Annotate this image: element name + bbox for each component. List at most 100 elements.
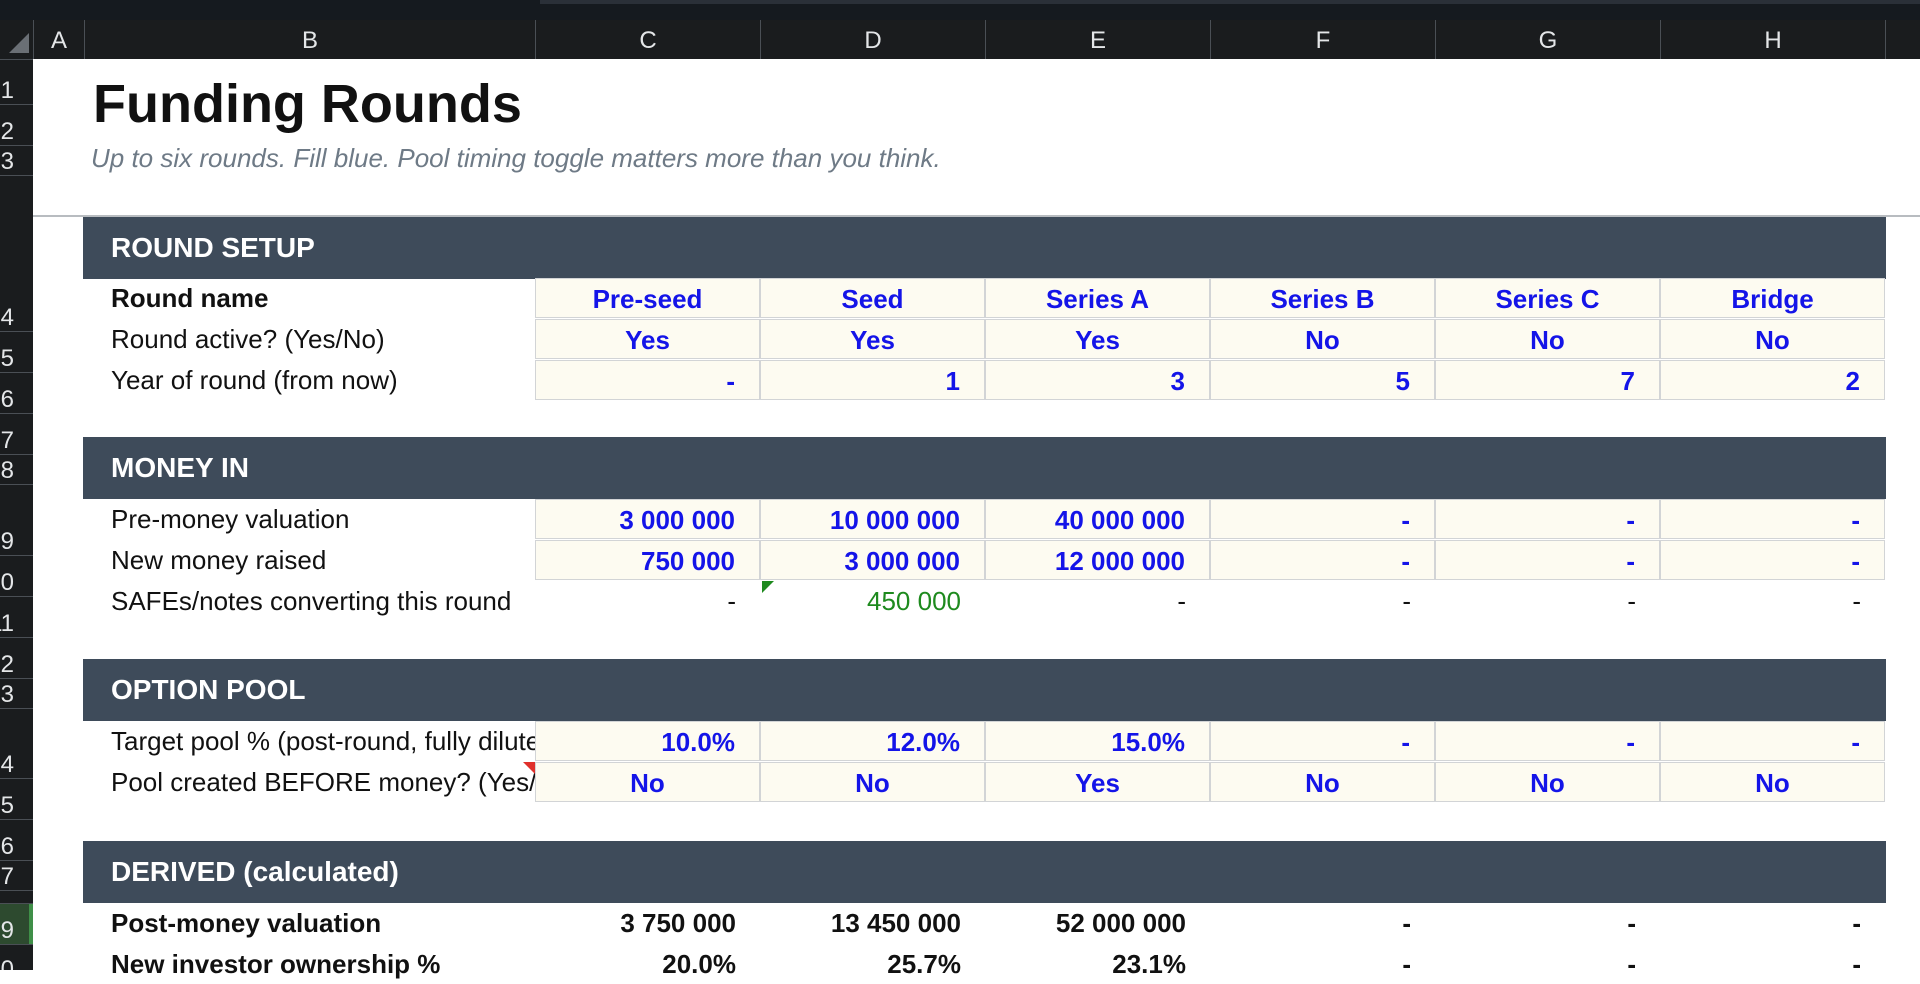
cell-target-pool-3[interactable]: 15.0%: [985, 721, 1210, 761]
row-header[interactable]: 7: [0, 413, 33, 454]
cell-pool-before-1[interactable]: No: [535, 762, 760, 802]
row-header-bar: 1 2 3 4 5 6 7 8 9 10 11 12 13 14 15 16 1…: [0, 59, 33, 970]
cell-round-active-5[interactable]: No: [1435, 319, 1660, 359]
cell-pre-money-6[interactable]: -: [1660, 499, 1885, 539]
cell-round-name-2[interactable]: Seed: [760, 278, 985, 318]
label-safes: SAFEs/notes converting this round: [111, 586, 512, 616]
column-header-e[interactable]: E: [985, 20, 1210, 59]
row-header-selected[interactable]: 19: [0, 903, 33, 944]
cell-target-pool-1[interactable]: 10.0%: [535, 721, 760, 761]
cell-year-1[interactable]: -: [535, 360, 760, 400]
label-target-pool: Target pool % (post-round, fully diluted…: [111, 726, 535, 756]
row-header[interactable]: 16: [0, 819, 33, 860]
row-header[interactable]: 6: [0, 372, 33, 413]
cell-target-pool-5[interactable]: -: [1435, 721, 1660, 761]
column-header-b[interactable]: B: [84, 20, 535, 59]
cell-post-money-6[interactable]: -: [1852, 908, 1861, 938]
select-all-icon[interactable]: [0, 20, 33, 59]
cell-pre-money-2[interactable]: 10 000 000: [760, 499, 985, 539]
row-header[interactable]: 10: [0, 555, 33, 596]
cell-pre-money-1[interactable]: 3 000 000: [535, 499, 760, 539]
cell-safes-3[interactable]: -: [1177, 586, 1186, 616]
cell-round-active-1[interactable]: Yes: [535, 319, 760, 359]
cell-safes-6[interactable]: -: [1852, 586, 1861, 616]
cell-round-name-4[interactable]: Series B: [1210, 278, 1435, 318]
cell-pool-before-6[interactable]: No: [1660, 762, 1885, 802]
cell-new-money-2[interactable]: 3 000 000: [760, 540, 985, 580]
row-header[interactable]: 3: [0, 145, 33, 175]
cell-post-money-4[interactable]: -: [1402, 908, 1411, 938]
cell-new-investor-3[interactable]: 23.1%: [1112, 949, 1186, 979]
cell-year-5[interactable]: 7: [1435, 360, 1660, 400]
cell-target-pool-6[interactable]: -: [1660, 721, 1885, 761]
section-header-round-setup: ROUND SETUP: [83, 217, 1886, 279]
row-header[interactable]: 4: [0, 175, 33, 331]
cell-new-investor-1[interactable]: 20.0%: [662, 949, 736, 979]
cell-target-pool-2[interactable]: 12.0%: [760, 721, 985, 761]
cell-round-active-6[interactable]: No: [1660, 319, 1885, 359]
column-header-f[interactable]: F: [1210, 20, 1435, 59]
cell-year-3[interactable]: 3: [985, 360, 1210, 400]
column-header-g[interactable]: G: [1435, 20, 1660, 59]
row-header[interactable]: 8: [0, 454, 33, 484]
cell-pool-before-3[interactable]: Yes: [985, 762, 1210, 802]
cell-target-pool-4[interactable]: -: [1210, 721, 1435, 761]
cell-pre-money-3[interactable]: 40 000 000: [985, 499, 1210, 539]
cell-year-6[interactable]: 2: [1660, 360, 1885, 400]
section-header-derived: DERIVED (calculated): [83, 841, 1886, 903]
label-pool-before-money: Pool created BEFORE money? (Yes/No): [111, 767, 535, 797]
row-header[interactable]: 17: [0, 860, 33, 890]
cell-post-money-5[interactable]: -: [1627, 908, 1636, 938]
cell-round-name-3[interactable]: Series A: [985, 278, 1210, 318]
column-header-h[interactable]: H: [1660, 20, 1885, 59]
cell-safes-4[interactable]: -: [1402, 586, 1411, 616]
cell-new-money-4[interactable]: -: [1210, 540, 1435, 580]
horizontal-scrollbar[interactable]: [540, 0, 1920, 4]
row-header[interactable]: 14: [0, 708, 33, 778]
cell-year-4[interactable]: 5: [1210, 360, 1435, 400]
comment-indicator-icon[interactable]: [523, 762, 535, 774]
row-header[interactable]: 5: [0, 331, 33, 372]
row-header[interactable]: 1: [0, 59, 33, 104]
cell-safes-5[interactable]: -: [1627, 586, 1636, 616]
column-header-a[interactable]: A: [33, 20, 84, 59]
row-header[interactable]: 20: [0, 944, 33, 970]
cell-year-2[interactable]: 1: [760, 360, 985, 400]
cell-new-investor-5[interactable]: -: [1627, 949, 1636, 979]
row-header[interactable]: 15: [0, 778, 33, 819]
cell-pre-money-5[interactable]: -: [1435, 499, 1660, 539]
row-header[interactable]: 12: [0, 637, 33, 678]
cell-round-active-4[interactable]: No: [1210, 319, 1435, 359]
row-header[interactable]: 11: [0, 596, 33, 637]
column-header-d[interactable]: D: [760, 20, 985, 59]
label-year-of-round: Year of round (from now): [111, 365, 398, 395]
cell-new-money-6[interactable]: -: [1660, 540, 1885, 580]
cell-post-money-2[interactable]: 13 450 000: [830, 908, 961, 938]
cell-round-active-3[interactable]: Yes: [985, 319, 1210, 359]
cell-safes-1[interactable]: -: [727, 586, 736, 616]
cell-round-active-2[interactable]: Yes: [760, 319, 985, 359]
cell-new-money-3[interactable]: 12 000 000: [985, 540, 1210, 580]
row-header[interactable]: 13: [0, 678, 33, 708]
row-header[interactable]: 2: [0, 104, 33, 145]
cell-pool-before-2[interactable]: No: [760, 762, 985, 802]
cell-post-money-3[interactable]: 52 000 000: [1055, 908, 1186, 938]
cell-new-money-1[interactable]: 750 000: [535, 540, 760, 580]
cell-safes-2[interactable]: 450 000: [867, 586, 961, 616]
column-header-c[interactable]: C: [535, 20, 760, 59]
row-header[interactable]: 9: [0, 484, 33, 555]
cell-pool-before-5[interactable]: No: [1435, 762, 1660, 802]
cell-new-investor-2[interactable]: 25.7%: [887, 949, 961, 979]
spreadsheet-grid[interactable]: Funding Rounds Up to six rounds. Fill bl…: [33, 59, 1920, 979]
cell-round-name-5[interactable]: Series C: [1435, 278, 1660, 318]
cell-pre-money-4[interactable]: -: [1210, 499, 1435, 539]
column-header-next[interactable]: [1885, 20, 1920, 59]
cell-round-name-6[interactable]: Bridge: [1660, 278, 1885, 318]
cell-new-investor-6[interactable]: -: [1852, 949, 1861, 979]
cell-pool-before-4[interactable]: No: [1210, 762, 1435, 802]
cell-post-money-1[interactable]: 3 750 000: [620, 908, 736, 938]
cell-round-name-1[interactable]: Pre-seed: [535, 278, 760, 318]
top-strip: [0, 0, 1920, 20]
cell-new-investor-4[interactable]: -: [1402, 949, 1411, 979]
cell-new-money-5[interactable]: -: [1435, 540, 1660, 580]
